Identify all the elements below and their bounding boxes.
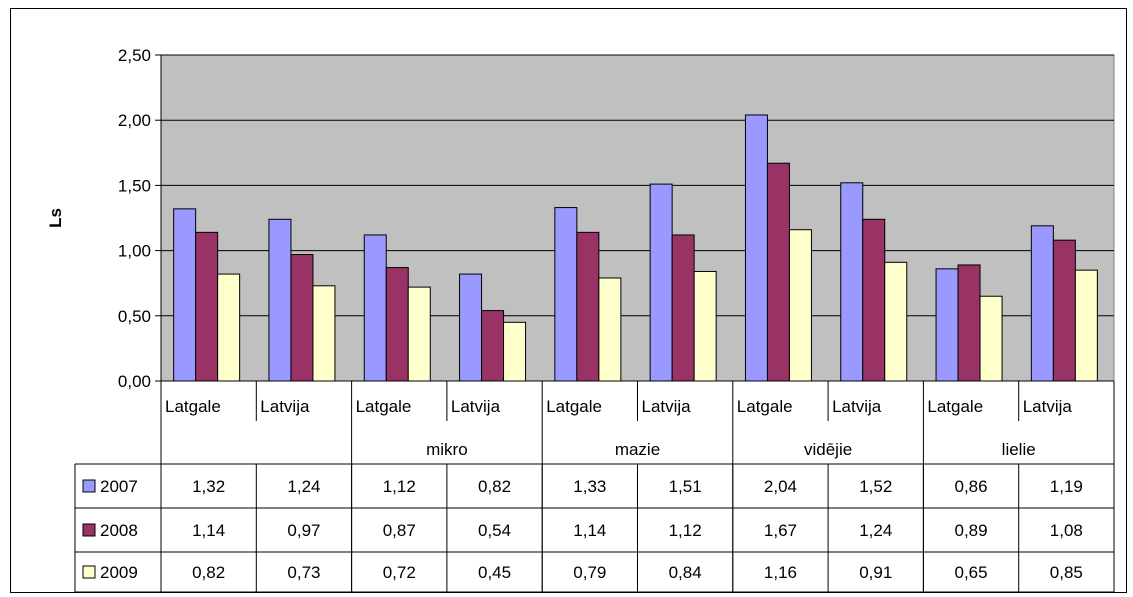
data-table-value: 1,24 — [859, 521, 892, 540]
bar-2009 — [1074, 269, 1098, 382]
data-table-value: 0,89 — [955, 521, 988, 540]
bar-2008 — [862, 218, 886, 382]
data-table-value: 0,85 — [1050, 563, 1083, 582]
chart-frame: 0,00 0,50 1,00 1,50 2,00 2,50 Ls Latgale Latvija… — [10, 8, 1127, 593]
x-group-label: mazie — [615, 440, 660, 459]
legend-label: 2007 — [100, 477, 138, 496]
x-category-label: Latgale — [356, 397, 412, 416]
x-category-label: Latgale — [927, 397, 983, 416]
y-tick-label: 2,00 — [118, 111, 151, 130]
data-table-value: 2,04 — [764, 477, 797, 496]
data-table-value: 1,24 — [287, 477, 320, 496]
y-tick-label: 2,50 — [118, 46, 151, 65]
bar-2008 — [481, 310, 505, 382]
data-table-value: 1,52 — [859, 477, 892, 496]
bar-2007 — [363, 234, 387, 382]
data-table-value: 1,12 — [669, 521, 702, 540]
bar-2007 — [1030, 225, 1054, 382]
x-category-label: Latvija — [451, 397, 501, 416]
x-category-label: Latgale — [737, 397, 793, 416]
data-table-value: 0,82 — [478, 477, 511, 496]
bar-2007 — [554, 207, 578, 382]
data-table-value: 1,33 — [573, 477, 606, 496]
data-table-value: 0,73 — [287, 563, 320, 582]
y-tick-label: 1,00 — [118, 242, 151, 261]
y-tick-label: 0,00 — [118, 372, 151, 391]
bar-2009 — [407, 286, 431, 382]
bar-2008 — [766, 162, 790, 382]
bar-2007 — [840, 182, 864, 382]
bar-2009 — [217, 273, 241, 382]
bar-2008 — [576, 231, 600, 382]
data-table-value: 1,08 — [1050, 521, 1083, 540]
bar-2007 — [173, 208, 197, 382]
bar-2008 — [195, 231, 219, 382]
bar-2007 — [935, 268, 959, 382]
data-table-value: 0,84 — [669, 563, 702, 582]
chart-svg: 0,00 0,50 1,00 1,50 2,00 2,50 Ls Latgale Latvija… — [46, 46, 1115, 592]
x-category-label: Latgale — [546, 397, 602, 416]
data-table-value: 0,65 — [955, 563, 988, 582]
data-table-value: 0,72 — [383, 563, 416, 582]
data-table-value: 1,19 — [1050, 477, 1083, 496]
legend-label: 2008 — [100, 521, 138, 540]
x-category-label: Latgale — [165, 397, 221, 416]
bar-2009 — [312, 285, 336, 382]
data-table-value: 0,45 — [478, 563, 511, 582]
x-category-label: Latvija — [260, 397, 310, 416]
bar-2007 — [649, 183, 673, 382]
bar-2009 — [788, 229, 812, 382]
bar-2008 — [385, 267, 409, 382]
bar-2007 — [459, 273, 483, 382]
data-table-value: 0,91 — [859, 563, 892, 582]
data-table-value: 0,82 — [192, 563, 225, 582]
legend-label: 2009 — [100, 563, 138, 582]
y-tick-label: 0,50 — [118, 307, 151, 326]
data-table-value: 0,86 — [955, 477, 988, 496]
bar-2009 — [598, 277, 622, 382]
bar-2009 — [503, 321, 527, 382]
x-group-label: lielie — [1002, 440, 1036, 459]
bar-2008 — [290, 254, 314, 382]
data-table-value: 1,12 — [383, 477, 416, 496]
x-category-label: Latvija — [832, 397, 882, 416]
bar-2008 — [1052, 239, 1076, 382]
legend-swatch-2009 — [82, 565, 96, 579]
bar-2009 — [979, 295, 1003, 382]
data-table-value: 1,67 — [764, 521, 797, 540]
x-category-label: Latvija — [1023, 397, 1073, 416]
data-table-value: 0,97 — [287, 521, 320, 540]
data-table-value: 1,14 — [573, 521, 606, 540]
bar-2007 — [268, 218, 292, 382]
y-tick-label: 1,50 — [118, 176, 151, 195]
legend-swatch-2007 — [82, 479, 96, 493]
bar-2007 — [744, 114, 768, 382]
data-table-value: 0,79 — [573, 563, 606, 582]
data-table-value: 1,51 — [669, 477, 702, 496]
x-group-label: mikro — [426, 440, 468, 459]
bar-2008 — [957, 264, 981, 382]
bar-2008 — [671, 234, 695, 382]
data-table-value: 1,32 — [192, 477, 225, 496]
legend-swatch-2008 — [82, 523, 96, 537]
bar-2009 — [884, 261, 908, 382]
y-axis-title: Ls — [46, 208, 65, 228]
bar-2009 — [693, 270, 717, 382]
data-table-value: 0,87 — [383, 521, 416, 540]
data-table-value: 1,14 — [192, 521, 225, 540]
data-table-value: 0,54 — [478, 521, 511, 540]
data-table-value: 1,16 — [764, 563, 797, 582]
x-group-label: vidējie — [804, 440, 852, 459]
x-category-label: Latvija — [642, 397, 692, 416]
